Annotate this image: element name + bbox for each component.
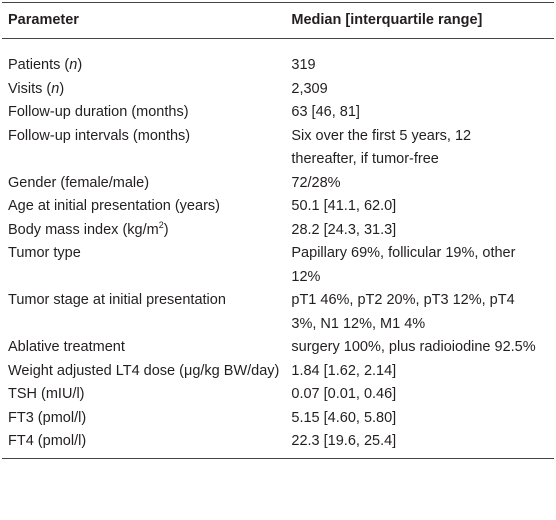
table-row: Follow-up intervals (months) Six over the…: [2, 125, 554, 172]
parameter-cell: Tumor stage at initial presentation: [2, 289, 285, 336]
parameter-cell: Patients (n): [2, 39, 285, 78]
value-cell: 28.2 [24.3, 31.3]: [285, 219, 554, 243]
value-text: 50.1 [41.1, 62.0]: [291, 198, 397, 214]
table-row: Gender (female/male) 72/28%: [2, 172, 554, 196]
parameter-text: FT3 (pmol/l): [8, 409, 87, 426]
value-cell: 0.07 [0.01, 0.46]: [285, 383, 554, 407]
parameter-cell: Follow-up duration (months): [2, 101, 285, 125]
parameter-cell: Ablative treatment: [2, 336, 285, 360]
parameter-cell: Weight adjusted LT4 dose (μg/kg BW/day): [2, 360, 285, 384]
value-text: 0.07 [0.01, 0.46]: [291, 386, 397, 402]
value-cell: 1.84 [1.62, 2.14]: [285, 360, 554, 384]
value-cell: 72/28%: [285, 172, 554, 196]
data-table: Parameter Median [interquartile range] P…: [2, 2, 554, 459]
value-text: Six over the first 5 years, 12 thereafte…: [291, 127, 472, 168]
parameter-text: Visits (: [8, 80, 52, 97]
value-cell: Papillary 69%, follicular 19%, other 12%: [285, 242, 554, 289]
parameter-text: n: [51, 80, 60, 97]
value-cell: 2,309: [285, 78, 554, 102]
header-cell: Median [interquartile range]: [285, 2, 554, 39]
value-cell: 319: [285, 39, 554, 78]
table-row: Weight adjusted LT4 dose (μg/kg BW/day) 1…: [2, 360, 554, 384]
value-cell: 22.3 [19.6, 25.4]: [285, 430, 554, 459]
table-row: Patients (n) 319: [2, 39, 554, 78]
parameter-text: 2: [158, 219, 164, 230]
header-cell: Parameter: [2, 2, 286, 39]
value-text: pT1 46%, pT2 20%, pT3 12%, pT4 3%, N1 12…: [291, 292, 515, 332]
parameter-text: Tumor type: [8, 245, 81, 261]
value-text: 22.3 [19.6, 25.4]: [291, 433, 397, 449]
table-row: Tumor type Papillary 69%, follicular 19%,…: [2, 242, 554, 289]
parameter-text: Follow-up intervals (months): [8, 127, 191, 144]
parameter-text: Tumor stage at initial presentation: [8, 292, 226, 308]
value-text: 5.15 [4.60, 5.80]: [291, 409, 397, 426]
value-text: 2,309: [291, 80, 328, 97]
parameter-text: ): [77, 57, 83, 73]
value-text: Papillary 69%, follicular 19%, other 12%: [291, 245, 516, 285]
value-cell: 63 [46, 81]: [285, 101, 554, 125]
parameter-text: Gender (female/male): [8, 174, 150, 191]
parameter-text: Body mass index (kg/m: [8, 221, 159, 238]
parameter-text: Patients (: [8, 57, 70, 73]
parameter-cell: Age at initial presentation (years): [2, 195, 285, 219]
parameter-text: ): [163, 221, 169, 238]
value-text: 319: [291, 57, 316, 73]
parameter-cell: Follow-up intervals (months): [2, 125, 285, 172]
parameter-text: ): [59, 80, 65, 97]
parameter-cell: TSH (mIU/l): [2, 383, 285, 407]
value-text: 1.84 [1.62, 2.14]: [291, 362, 397, 379]
value-cell: Six over the first 5 years, 12 thereafte…: [285, 125, 554, 172]
parameter-text: TSH (mIU/l): [8, 386, 85, 402]
parameter-text: Follow-up duration (months): [8, 104, 189, 120]
table-row: Ablative treatment surgery 100%, plus rad…: [2, 336, 554, 360]
table-row: FT3 (pmol/l) 5.15 [4.60, 5.80]: [2, 407, 554, 431]
table-row: Age at initial presentation (years) 50.1 …: [2, 195, 554, 219]
parameter-cell: Body mass index (kg/m2): [2, 219, 285, 243]
table-row: TSH (mIU/l) 0.07 [0.01, 0.46]: [2, 383, 554, 407]
parameter-text: Age at initial presentation (years): [8, 198, 220, 214]
table-row: Body mass index (kg/m2) 28.2 [24.3, 31.3]: [2, 219, 554, 243]
table-body: Patients (n) 319 Visits (n) 2,309 Follow-up …: [2, 39, 554, 459]
parameter-cell: Tumor type: [2, 242, 285, 289]
value-cell: pT1 46%, pT2 20%, pT3 12%, pT4 3%, N1 12…: [285, 289, 554, 336]
parameter-text: Weight adjusted LT4 dose (μg/kg BW/day): [8, 362, 280, 379]
table-row: Tumor stage at initial presentation pT1 4…: [2, 289, 554, 336]
table-row: FT4 (pmol/l) 22.3 [19.6, 25.4]: [2, 430, 554, 459]
parameter-cell: FT4 (pmol/l): [2, 430, 286, 459]
parameter-cell: Gender (female/male): [2, 172, 285, 196]
value-text: 28.2 [24.3, 31.3]: [291, 221, 397, 238]
table-row: Follow-up duration (months) 63 [46, 81]: [2, 101, 554, 125]
value-cell: 50.1 [41.1, 62.0]: [285, 195, 554, 219]
table-row: Visits (n) 2,309: [2, 78, 554, 102]
value-cell: surgery 100%, plus radioiodine 92.5%: [285, 336, 554, 360]
parameter-cell: FT3 (pmol/l): [2, 407, 285, 431]
value-text: 63 [46, 81]: [291, 104, 360, 120]
parameter-text: FT4 (pmol/l): [8, 433, 87, 449]
parameter-text: n: [69, 57, 78, 73]
value-text: 72/28%: [291, 174, 341, 191]
parameter-text: Ablative treatment: [8, 339, 125, 355]
value-text: surgery 100%, plus radioiodine 92.5%: [291, 339, 536, 355]
parameter-cell: Visits (n): [2, 78, 285, 102]
header-row: Parameter Median [interquartile range]: [2, 2, 554, 39]
value-cell: 5.15 [4.60, 5.80]: [285, 407, 554, 431]
